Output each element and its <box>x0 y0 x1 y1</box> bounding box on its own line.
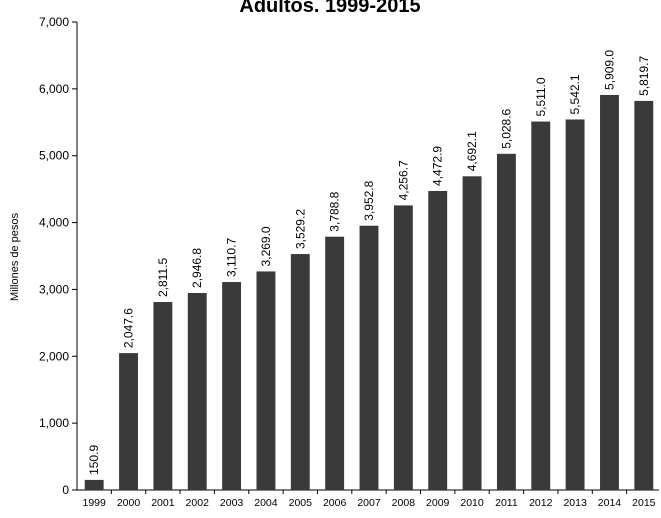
x-tick-label: 2003 <box>220 497 244 509</box>
bar <box>496 153 516 490</box>
bar <box>531 121 551 490</box>
y-tick-label: 1,000 <box>39 416 69 430</box>
data-label: 2,811.5 <box>156 258 170 297</box>
x-tick-label: 2001 <box>151 497 175 509</box>
y-tick-label: 3,000 <box>39 282 69 296</box>
x-tick-label: 2015 <box>632 497 656 509</box>
y-tick-label: 6,000 <box>39 82 69 96</box>
bar <box>290 254 310 490</box>
data-label: 5,028.6 <box>499 108 513 148</box>
x-tick-label: 2006 <box>323 497 347 509</box>
x-tick-label: 2012 <box>529 497 553 509</box>
x-tick-label: 1999 <box>82 497 106 509</box>
y-tick-label: 7,000 <box>39 15 69 29</box>
x-tick-label: 2013 <box>563 497 587 509</box>
x-tick-label: 2004 <box>254 497 278 509</box>
data-label: 5,511.0 <box>534 77 548 116</box>
data-label: 4,256.7 <box>396 160 410 200</box>
bar <box>187 292 207 490</box>
data-label: 5,909.0 <box>602 50 616 90</box>
x-tick-label: 2014 <box>598 497 622 509</box>
data-label: 5,819.7 <box>637 56 651 96</box>
plot-area: 0 1,000 2,000 3,000 4,000 5,000 6,000 7,000 1999… <box>39 15 659 509</box>
data-label: 4,692.1 <box>465 131 479 171</box>
x-tick-label: 2011 <box>495 497 518 509</box>
x-tick-label: 2005 <box>289 497 313 509</box>
bar <box>634 100 654 490</box>
bar <box>359 225 379 490</box>
bar <box>600 94 619 491</box>
y-tick-label: 5,000 <box>39 149 69 163</box>
y-axis-label: Millones de pesos <box>9 212 21 301</box>
data-label: 3,952.8 <box>362 180 376 220</box>
data-label: 3,110.7 <box>225 238 239 277</box>
x-tick-label: 2000 <box>117 497 141 509</box>
bar <box>153 302 173 490</box>
data-label: 4,472.9 <box>431 146 445 186</box>
data-label: 150.9 <box>87 445 101 475</box>
bar <box>393 205 413 491</box>
bar <box>119 353 138 490</box>
bar <box>462 176 482 490</box>
data-label: 2,946.8 <box>190 248 204 288</box>
data-label: 3,788.8 <box>328 191 342 231</box>
data-label: 5,542.1 <box>568 74 582 114</box>
x-tick-label: 2010 <box>460 497 484 509</box>
x-tick-label: 2009 <box>426 497 450 509</box>
data-label: 3,269.0 <box>259 226 273 266</box>
y-tick-label: 2,000 <box>39 349 69 363</box>
bar <box>325 236 345 490</box>
bar <box>428 190 448 490</box>
bar <box>565 119 585 490</box>
x-tick-label: 2002 <box>186 497 210 509</box>
bar <box>256 271 276 490</box>
y-tick-label: 0 <box>62 483 69 497</box>
chart-title: Adultos. 1999-2015 <box>239 0 420 17</box>
data-label: 3,529.2 <box>293 209 307 249</box>
bar <box>222 282 242 490</box>
bar <box>84 479 104 490</box>
x-tick-label: 2008 <box>392 497 416 509</box>
y-tick-label: 4,000 <box>39 216 69 230</box>
data-label: 2,047.6 <box>122 308 136 348</box>
x-tick-label: 2007 <box>357 497 381 509</box>
